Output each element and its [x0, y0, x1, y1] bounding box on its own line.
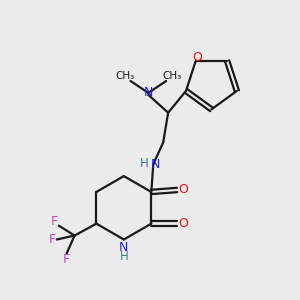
Text: F: F: [49, 233, 56, 246]
Text: N: N: [151, 158, 160, 171]
Text: F: F: [63, 253, 70, 266]
Text: O: O: [178, 217, 188, 230]
Text: H: H: [140, 157, 148, 170]
Text: H: H: [119, 250, 128, 263]
Text: O: O: [192, 50, 202, 64]
Text: N: N: [144, 86, 153, 99]
Text: CH₃: CH₃: [163, 71, 182, 81]
Text: CH₃: CH₃: [115, 71, 134, 81]
Text: F: F: [51, 215, 58, 228]
Text: O: O: [178, 184, 188, 196]
Text: N: N: [119, 241, 128, 254]
